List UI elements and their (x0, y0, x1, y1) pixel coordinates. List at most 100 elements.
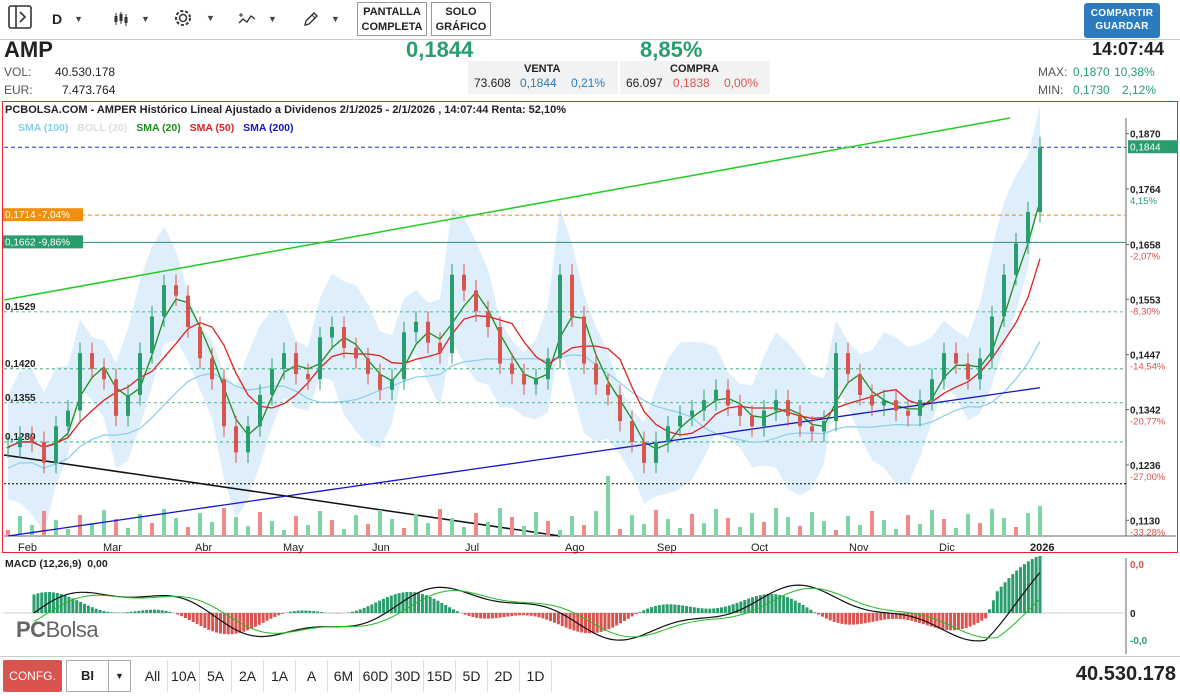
volume-bar (30, 525, 34, 536)
candles-icon (114, 12, 128, 26)
range-1d[interactable]: 1D (520, 660, 552, 692)
legend-sma200[interactable]: SMA (200) (243, 122, 294, 134)
macd-histogram-bar (700, 608, 704, 613)
mode-select[interactable]: BI ▼ (66, 660, 131, 692)
macd-histogram-bar (351, 611, 355, 613)
candle-body (66, 410, 70, 427)
macd-histogram-bar (595, 613, 599, 633)
macd-histogram-bar (634, 613, 638, 615)
range-all[interactable]: All (138, 660, 168, 692)
volume-bar (894, 529, 898, 536)
settings-select[interactable]: ▼ (172, 7, 215, 29)
macd-histogram-bar (409, 591, 413, 613)
volume-bar (678, 528, 682, 536)
chart-only-label-2: GRÁFICO (435, 21, 487, 33)
macd-histogram-bar (498, 613, 502, 618)
volume-bar (582, 525, 586, 536)
share-save-button[interactable]: COMPARTIR GUARDAR (1084, 3, 1160, 38)
volume-bar (270, 521, 274, 536)
chart-type-select[interactable]: ▼ (113, 8, 150, 30)
bollinger-band (8, 105, 1040, 534)
candle-body (534, 379, 538, 385)
chevron-down-icon: ▼ (108, 661, 130, 691)
macd-histogram-bar (968, 613, 972, 627)
legend-sma20[interactable]: SMA (20) (136, 122, 181, 134)
macd-histogram-bar (234, 613, 238, 634)
candle-body (318, 337, 322, 380)
macd-histogram-bar (537, 613, 541, 618)
green-trendline (3, 117, 1011, 301)
macd-histogram-bar (801, 605, 805, 613)
legend-boll20[interactable]: BOLL (20) (77, 122, 128, 134)
legend-sma50[interactable]: SMA (50) (189, 122, 235, 134)
candle-body (930, 379, 934, 401)
macd-histogram-bar (265, 613, 269, 621)
macd-histogram-bar (875, 613, 879, 621)
volume-bar (126, 528, 130, 536)
range-15d[interactable]: 15D (424, 660, 456, 692)
macd-histogram-bar (964, 613, 968, 628)
macd-histogram-bar (471, 613, 475, 618)
candle-body (246, 426, 250, 453)
candle-body (306, 374, 310, 380)
range-1a[interactable]: 1A (264, 660, 296, 692)
volume-bar (138, 514, 142, 536)
candle-body (1014, 243, 1018, 275)
macd-histogram-bar (405, 591, 409, 613)
range-30d[interactable]: 30D (392, 660, 424, 692)
macd-histogram-bar (789, 598, 793, 613)
macd-histogram-bar (250, 613, 254, 629)
range-60d[interactable]: 60D (360, 660, 392, 692)
candle-body (798, 415, 802, 427)
macd-histogram-bar (560, 613, 564, 626)
indicators-select[interactable]: ▼ (238, 8, 277, 30)
candle-body (774, 400, 778, 411)
macd-histogram-bar (879, 613, 883, 621)
macd-chart[interactable]: 0,00-0,0 (0, 556, 1180, 656)
drawing-tools-select[interactable]: ▼ (303, 8, 340, 30)
range-2a[interactable]: 2A (232, 660, 264, 692)
fullscreen-button[interactable]: PANTALLA COMPLETA (357, 2, 427, 36)
x-tick-label: Jun (372, 542, 390, 554)
range-10a[interactable]: 10A (168, 660, 200, 692)
macd-histogram-bar (358, 609, 362, 613)
macd-histogram-bar (797, 602, 801, 613)
chart-only-button[interactable]: SOLO GRÁFICO (431, 2, 491, 36)
macd-histogram-bar (929, 613, 933, 627)
range-5d[interactable]: 5D (456, 660, 488, 692)
range-a[interactable]: A (296, 660, 328, 692)
sidebar-toggle-icon[interactable] (8, 5, 32, 29)
macd-histogram-bar (463, 613, 467, 615)
range-2d[interactable]: 2D (488, 660, 520, 692)
macd-histogram-bar (607, 613, 611, 630)
candle-body (414, 321, 418, 333)
range-6m[interactable]: 6M (328, 660, 360, 692)
macd-histogram-bar (685, 606, 689, 613)
macd-histogram-bar (502, 613, 506, 618)
macd-histogram-bar (374, 602, 378, 613)
bottom-bar: CONFG. BI ▼ All 10A 5A 2A 1A A 6M 60D 30D 15D 5D 2D… (0, 656, 1180, 696)
volume-bar (162, 509, 166, 536)
macd-histogram-bar (545, 613, 549, 620)
macd-histogram-bar (218, 613, 222, 634)
y-tick-label: 0,1130 (1130, 516, 1160, 527)
macd-histogram-bar (902, 613, 906, 620)
max-pct: 10,38% (1114, 65, 1155, 79)
volume-bar (462, 527, 466, 536)
candle-body (810, 426, 814, 432)
candle-body (570, 274, 574, 317)
range-5a[interactable]: 5A (200, 660, 232, 692)
volume-bar (966, 514, 970, 536)
macd-histogram-bar (215, 613, 219, 633)
macd-histogram-bar (32, 594, 36, 613)
macd-histogram-bar (1038, 556, 1042, 613)
interval-select[interactable]: D ▼ (52, 8, 83, 30)
macd-histogram-bar (770, 593, 774, 613)
candle-body (378, 374, 382, 390)
macd-histogram-bar (883, 613, 887, 620)
macd-histogram-bar (129, 611, 133, 613)
macd-histogram-bar (782, 595, 786, 613)
legend-sma100[interactable]: SMA (100) (18, 122, 69, 134)
config-button[interactable]: CONFG. (3, 660, 62, 692)
